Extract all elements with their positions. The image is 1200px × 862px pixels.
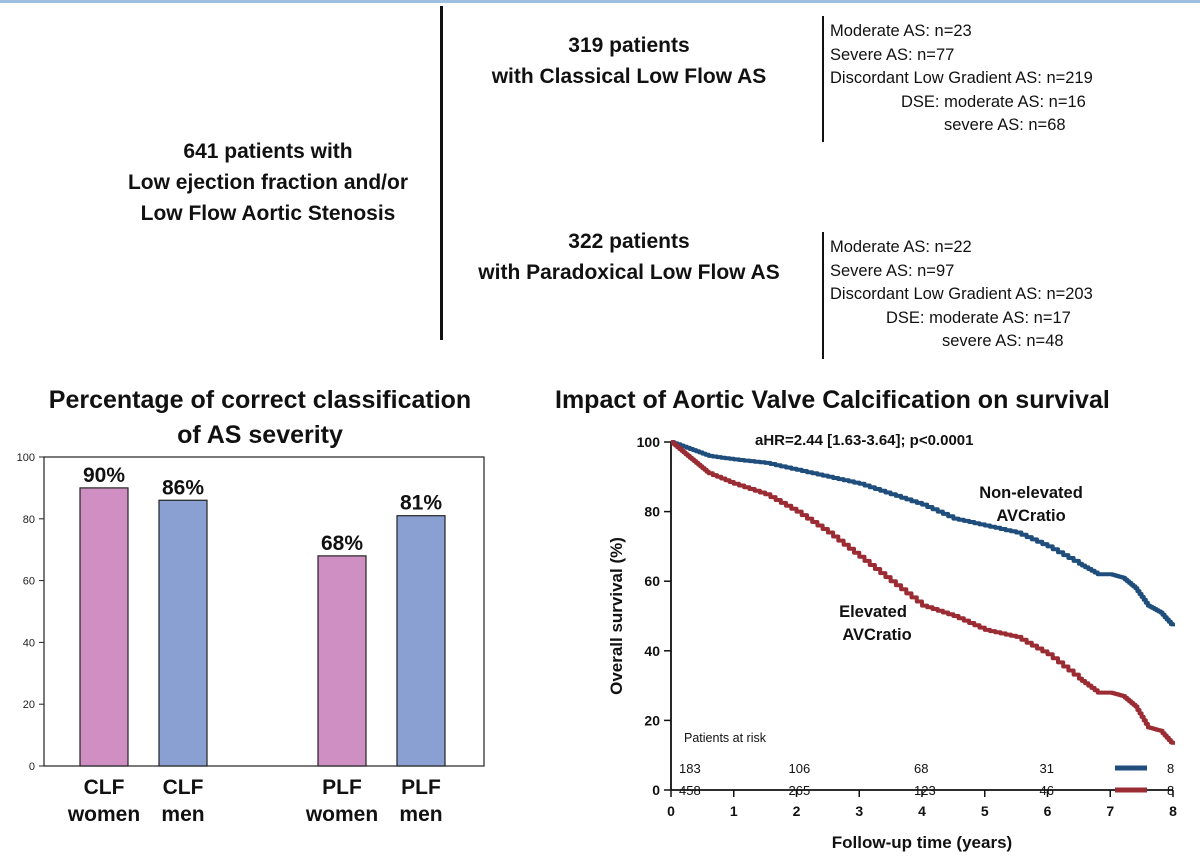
risk-table-value: 123 — [914, 783, 936, 798]
bar — [158, 499, 208, 767]
bar-value-label: 81% — [400, 492, 442, 515]
classical-group-box: 319 patients with Classical Low Flow AS — [448, 30, 810, 92]
km-x-tick-label: 0 — [667, 803, 675, 819]
km-chart-title: Impact of Aortic Valve Calcification on … — [555, 386, 1110, 414]
bar-chart-title-line-2: of AS severity — [177, 421, 343, 449]
non-elevated-label-line-1: Non-elevated — [979, 484, 1083, 502]
root-line-1: 641 patients with — [183, 140, 353, 163]
classical-detail-moderate: Moderate AS: n=23 — [830, 22, 972, 40]
classical-detail-discordant: Discordant Low Gradient AS: n=219 — [830, 69, 1093, 87]
km-y-tick-label: 40 — [644, 643, 660, 659]
km-x-tick-label: 8 — [1169, 803, 1177, 819]
classical-detail-dse-moderate: DSE: moderate AS: n=16 — [901, 92, 1086, 111]
km-y-tick-label: 100 — [637, 434, 661, 450]
bar-value-label: 86% — [162, 476, 204, 499]
bar-category-sublabel: women — [67, 803, 140, 826]
risk-table-value: 106 — [789, 761, 811, 776]
window-top-border — [0, 0, 1200, 3]
paradoxical-detail-dse-severe: severe AS: n=48 — [942, 332, 1064, 350]
paradoxical-detail-dse-moderate: DSE: moderate AS: n=17 — [886, 308, 1071, 327]
paradoxical-line-2: with Paradoxical Low Flow AS — [478, 261, 780, 284]
non-elevated-label-line-2: AVCratio — [996, 507, 1065, 525]
bar-y-tick-label: 100 — [17, 452, 35, 464]
classical-detail-severe: Severe AS: n=77 — [830, 45, 955, 64]
classical-line-1: 319 patients — [568, 34, 690, 57]
bar — [396, 515, 446, 767]
classical-details: Moderate AS: n=23 Severe AS: n=77 Discor… — [830, 20, 1170, 138]
risk-table-value: 46 — [1040, 783, 1054, 798]
non-elevated-survival-curve — [671, 440, 1175, 627]
km-y-axis-label: Overall survival (%) — [607, 537, 626, 695]
bar-y-tick-label: 20 — [23, 699, 35, 711]
km-x-tick-label: 2 — [793, 803, 801, 819]
risk-table-title: Patients at risk — [684, 731, 767, 745]
risk-table-value: 183 — [679, 761, 701, 776]
root-line-3: Low Flow Aortic Stenosis — [140, 202, 396, 225]
km-y-tick-label: 60 — [644, 573, 660, 589]
bar — [79, 487, 129, 767]
bar-y-tick-label: 0 — [29, 761, 35, 773]
flowchart-main-divider — [440, 6, 443, 340]
paradoxical-group-box: 322 patients with Paradoxical Low Flow A… — [448, 226, 810, 288]
bar-chart-title: Percentage of correct classification of … — [0, 383, 520, 453]
km-y-tick-label: 20 — [644, 712, 660, 728]
km-hazard-ratio-annotation: aHR=2.44 [1.63-3.64]; p<0.0001 — [755, 432, 973, 449]
risk-table-value: 68 — [914, 761, 928, 776]
bar-value-label: 68% — [321, 532, 363, 555]
classical-divider — [822, 16, 824, 142]
bar-category-label: CLF — [163, 776, 204, 799]
risk-table-value: 8 — [1167, 783, 1174, 798]
km-x-tick-label: 4 — [918, 803, 926, 819]
km-x-tick-label: 5 — [981, 803, 989, 819]
km-y-tick-label: 80 — [644, 504, 660, 520]
km-x-tick-label: 6 — [1044, 803, 1052, 819]
bar-chart-title-line-1: Percentage of correct classification — [48, 386, 472, 414]
classical-line-2: with Classical Low Flow AS — [491, 65, 767, 88]
bar-value-label: 90% — [83, 464, 125, 487]
km-x-tick-label: 7 — [1106, 803, 1114, 819]
km-x-tick-label: 3 — [855, 803, 863, 819]
elevated-label-line-1: Elevated — [839, 603, 907, 621]
risk-table-value: 31 — [1040, 761, 1054, 776]
paradoxical-details: Moderate AS: n=22 Severe AS: n=97 Discor… — [830, 236, 1170, 354]
risk-table-value: 265 — [789, 783, 811, 798]
bar-chart: 0 20 40 60 80 100 90% CLF women 86% CLF men 68% PLF wo… — [17, 452, 485, 826]
elevated-label-line-2: AVCratio — [842, 626, 911, 644]
bar-plot-frame — [43, 456, 485, 767]
bar — [317, 555, 367, 767]
risk-table-value: 8 — [1167, 761, 1174, 776]
root-patients-box: 641 patients with Low ejection fraction … — [80, 136, 456, 229]
paradoxical-line-1: 322 patients — [568, 230, 690, 253]
bar-category-sublabel: men — [399, 803, 442, 826]
bar-category-sublabel: women — [305, 803, 378, 826]
bar-y-tick-label: 60 — [23, 576, 35, 588]
bar-category-label: PLF — [322, 776, 362, 799]
root-line-2: Low ejection fraction and/or — [127, 171, 409, 194]
bar-category-sublabel: men — [161, 803, 204, 826]
km-y-tick-label: 0 — [652, 782, 660, 798]
risk-table-value: 458 — [679, 783, 701, 798]
bar-category-label: PLF — [401, 776, 441, 799]
bar-y-tick-label: 80 — [23, 514, 35, 526]
bar-category-label: CLF — [84, 776, 125, 799]
km-x-tick-label: 1 — [730, 803, 738, 819]
paradoxical-detail-moderate: Moderate AS: n=22 — [830, 238, 972, 256]
km-x-axis-label: Follow-up time (years) — [832, 833, 1012, 852]
paradoxical-detail-severe: Severe AS: n=97 — [830, 261, 955, 280]
elevated-survival-curve — [671, 440, 1175, 745]
paradoxical-divider — [822, 232, 824, 359]
classical-detail-dse-severe: severe AS: n=68 — [944, 116, 1066, 134]
bar-y-tick-label: 40 — [23, 637, 35, 649]
paradoxical-detail-discordant: Discordant Low Gradient AS: n=203 — [830, 285, 1093, 303]
